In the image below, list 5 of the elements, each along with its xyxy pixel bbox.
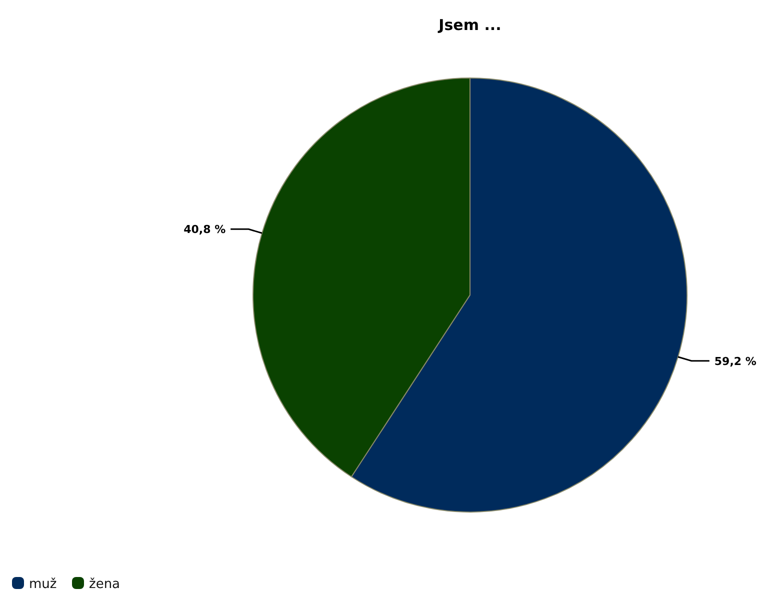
data-label: 59,2 %	[714, 354, 756, 368]
legend-label: žena	[89, 577, 120, 592]
legend-label: muž	[29, 577, 57, 592]
data-label: 40,8 %	[184, 223, 226, 236]
chart-title: Jsem ...	[438, 16, 502, 34]
